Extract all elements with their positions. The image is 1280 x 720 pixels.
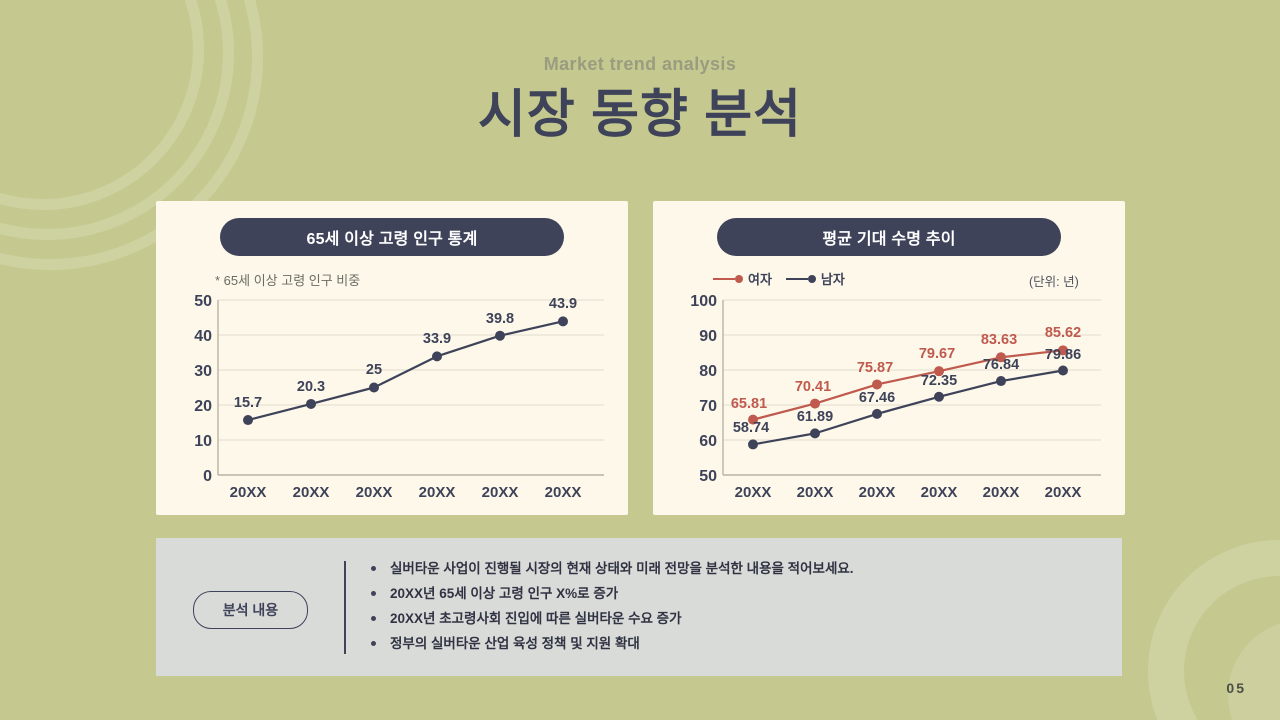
svg-text:20XX: 20XX: [482, 484, 519, 501]
svg-text:39.8: 39.8: [486, 311, 514, 327]
svg-text:79.67: 79.67: [919, 346, 955, 362]
svg-text:0: 0: [203, 468, 212, 485]
svg-text:72.35: 72.35: [921, 373, 957, 389]
svg-text:70.41: 70.41: [795, 379, 831, 395]
svg-text:20XX: 20XX: [419, 484, 456, 501]
legend-item-female[interactable]: 여자: [713, 269, 772, 288]
analysis-divider: [344, 561, 346, 654]
legend-item-male[interactable]: 남자: [785, 269, 845, 288]
svg-text:85.62: 85.62: [1045, 325, 1081, 341]
svg-text:40: 40: [194, 328, 212, 345]
slide-header: Market trend analysis 시장 동향 분석: [0, 52, 1280, 146]
svg-text:60: 60: [699, 433, 717, 450]
svg-text:20XX: 20XX: [735, 484, 772, 501]
list-item: 20XX년 초고령사회 진입에 따른 실버타운 수요 증가: [368, 611, 1088, 627]
svg-text:67.46: 67.46: [859, 390, 895, 406]
chart-plot-elderly-population: 50 40 30 20 10 0 15.7 20.3 25 33.9 39.8 …: [194, 293, 604, 501]
svg-text:43.9: 43.9: [549, 296, 577, 312]
legend-label-female: 여자: [748, 272, 772, 287]
svg-text:100: 100: [690, 293, 717, 310]
svg-text:80: 80: [699, 363, 717, 380]
svg-text:20XX: 20XX: [1045, 484, 1082, 501]
chart-legend-life-expectancy: 여자 남자: [713, 269, 845, 288]
svg-text:75.87: 75.87: [857, 360, 893, 376]
svg-text:20: 20: [194, 398, 212, 415]
svg-text:50: 50: [699, 468, 717, 485]
svg-text:20.3: 20.3: [297, 379, 325, 395]
chart-unit-note: (단위: 년): [1029, 275, 1079, 289]
list-item: 실버타운 사업이 진행될 시장의 현재 상태와 미래 전망을 분석한 내용을 적…: [368, 561, 1088, 577]
analysis-panel: [156, 538, 1122, 676]
legend-label-male: 남자: [820, 272, 845, 287]
svg-text:50: 50: [194, 293, 212, 310]
svg-text:20XX: 20XX: [545, 484, 582, 501]
svg-text:76.84: 76.84: [983, 357, 1019, 373]
svg-text:20XX: 20XX: [230, 484, 267, 501]
analysis-badge: 분석 내용: [193, 591, 308, 629]
svg-text:10: 10: [194, 433, 212, 450]
svg-text:58.74: 58.74: [733, 420, 769, 436]
page-number: 05: [1226, 680, 1246, 696]
svg-text:25: 25: [366, 362, 382, 378]
svg-text:70: 70: [699, 398, 717, 415]
analysis-bullet-list: 실버타운 사업이 진행될 시장의 현재 상태와 미래 전망을 분석한 내용을 적…: [368, 561, 1088, 661]
svg-text:20XX: 20XX: [293, 484, 330, 501]
svg-text:20XX: 20XX: [797, 484, 834, 501]
legend-swatch-female-icon: [713, 274, 743, 284]
svg-text:20XX: 20XX: [983, 484, 1020, 501]
svg-text:33.9: 33.9: [423, 331, 451, 347]
chart-title-life-expectancy: 평균 기대 수명 추이: [717, 218, 1061, 256]
page-title: 시장 동향 분석: [478, 86, 802, 144]
list-item: 정부의 실버타운 산업 육성 정책 및 지원 확대: [368, 636, 1088, 652]
svg-text:20XX: 20XX: [859, 484, 896, 501]
list-item: 20XX년 65세 이상 고령 인구 X%로 증가: [368, 586, 1088, 602]
decorative-circle-icon: [1228, 620, 1280, 720]
chart-title-elderly-population: 65세 이상 고령 인구 통계: [220, 218, 564, 256]
svg-text:20XX: 20XX: [356, 484, 393, 501]
svg-text:15.7: 15.7: [234, 395, 262, 411]
svg-text:90: 90: [699, 328, 717, 345]
svg-text:79.86: 79.86: [1045, 347, 1081, 363]
chart-plot-life-expectancy: 100 90 80 70 60 50 65.81 70.41 75.87 79.…: [690, 293, 1101, 501]
svg-text:83.63: 83.63: [981, 332, 1017, 348]
svg-text:65.81: 65.81: [731, 396, 767, 412]
chart-note-elderly-population: * 65세 이상 고령 인구 비중: [215, 273, 361, 288]
svg-text:61.89: 61.89: [797, 409, 833, 425]
decorative-ring-icon: [1148, 540, 1280, 720]
svg-text:20XX: 20XX: [921, 484, 958, 501]
slide-eyebrow: Market trend analysis: [543, 54, 737, 74]
svg-text:30: 30: [194, 363, 212, 380]
legend-swatch-male-icon: [785, 274, 816, 284]
